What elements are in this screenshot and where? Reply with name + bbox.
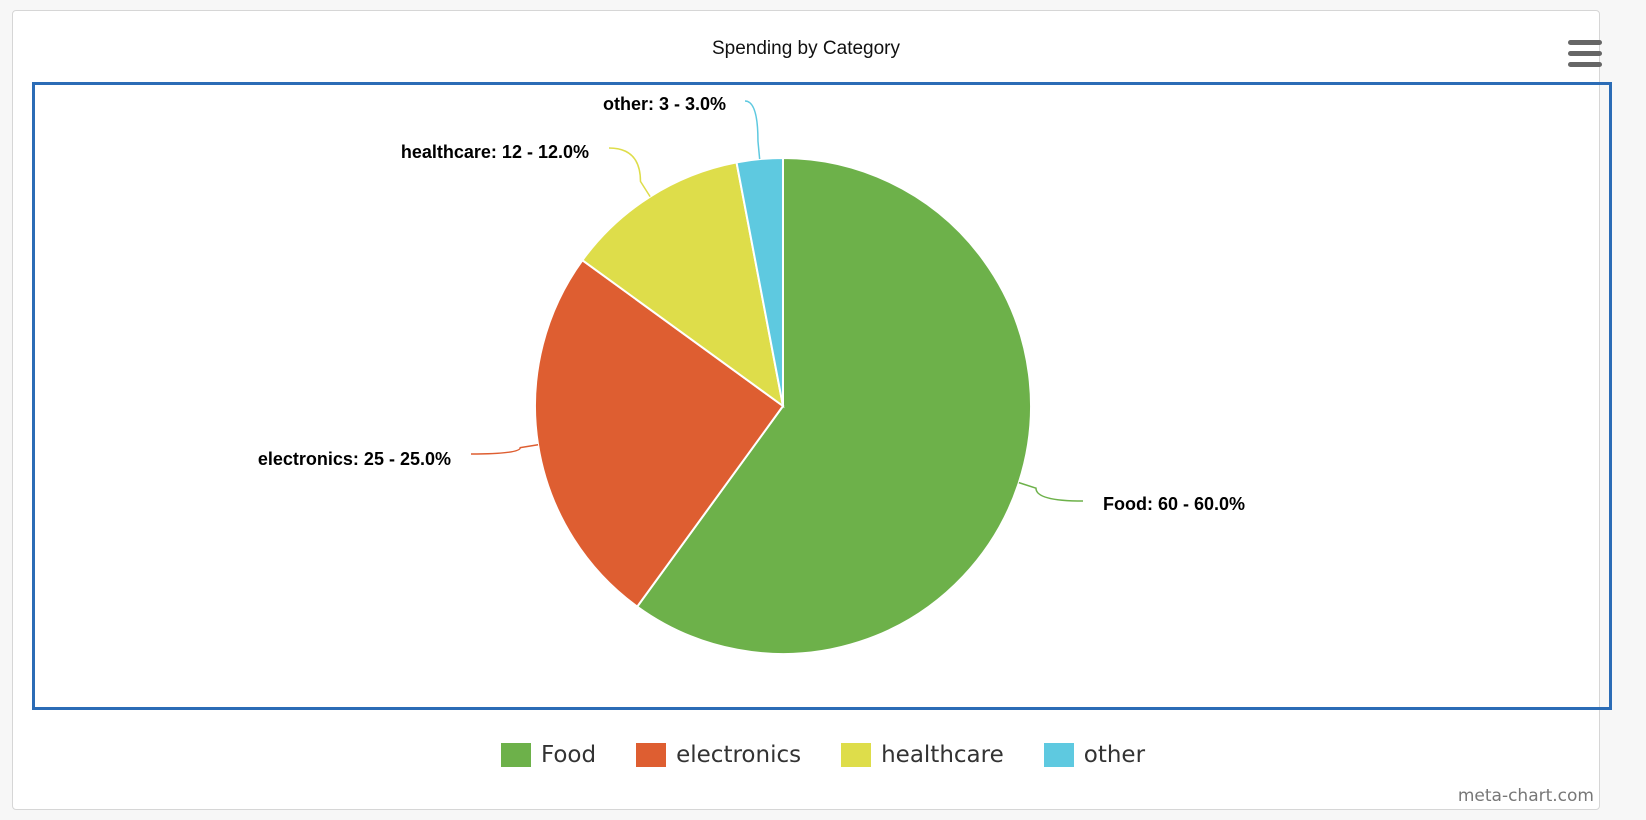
credit-link[interactable]: meta-chart.com xyxy=(1457,786,1594,806)
legend-item-food[interactable]: Food xyxy=(500,742,597,768)
chart-title: Spending by Category xyxy=(711,38,900,59)
hamburger-menu-icon[interactable] xyxy=(1568,40,1602,68)
legend-swatch-other xyxy=(1043,743,1074,767)
legend-swatch-food xyxy=(500,743,531,767)
legend-item-other[interactable]: other xyxy=(1043,742,1146,768)
legend-swatch-electronics xyxy=(636,743,667,767)
legend-item-electronics[interactable]: electronics xyxy=(636,742,801,768)
legend-label-food: Food xyxy=(540,742,597,768)
plot-area-frame xyxy=(32,82,1612,710)
legend-label-healthcare: healthcare xyxy=(881,742,1004,768)
legend: Food electronics healthcare other xyxy=(0,742,1646,768)
legend-item-healthcare[interactable]: healthcare xyxy=(841,742,1004,768)
legend-swatch-healthcare xyxy=(841,743,872,767)
legend-label-other: other xyxy=(1083,742,1146,768)
legend-label-electronics: electronics xyxy=(676,742,802,768)
